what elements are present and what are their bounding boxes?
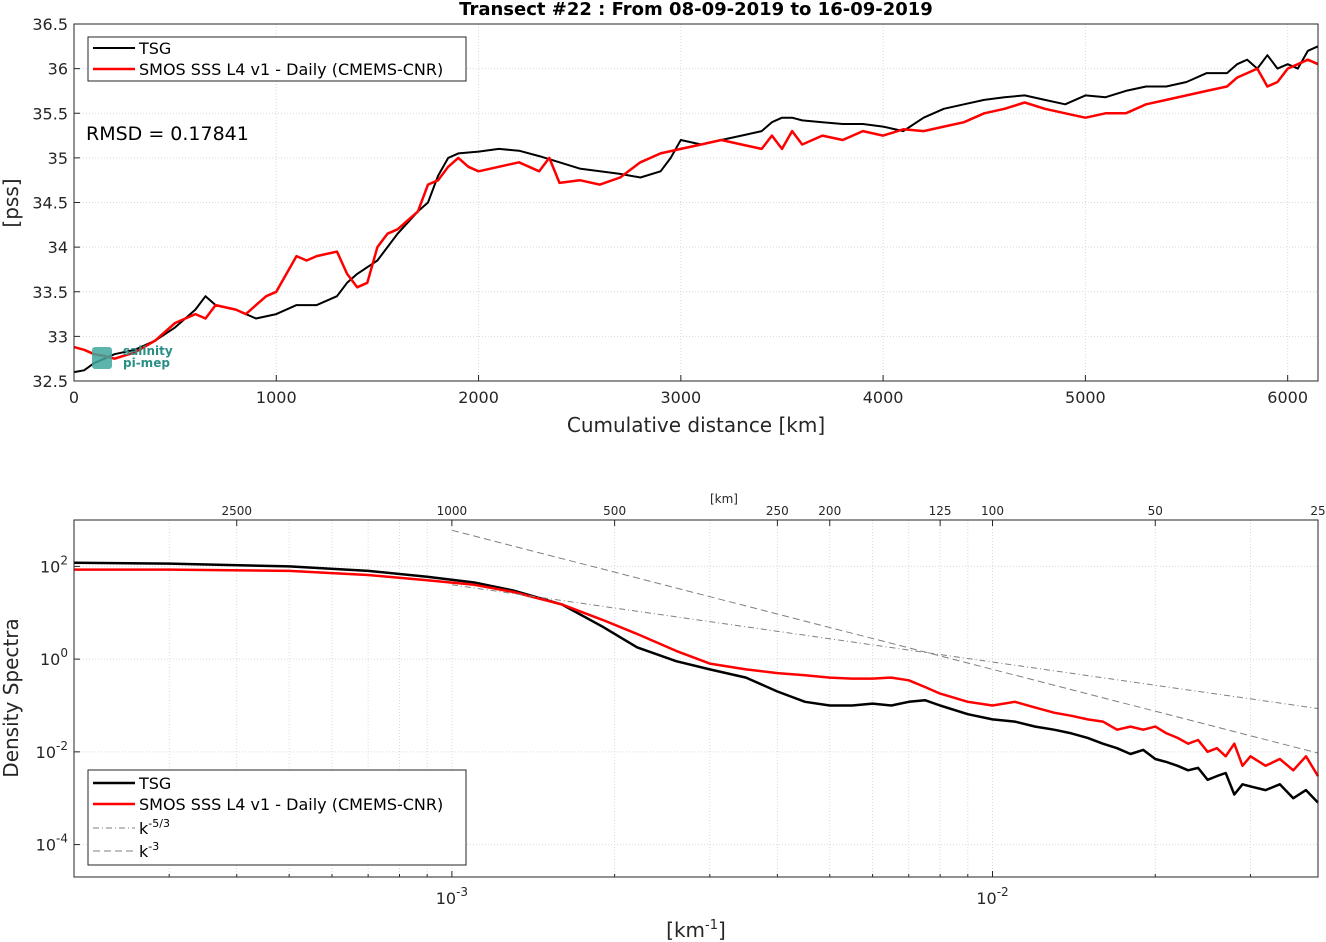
top-ytick-label: 36 xyxy=(48,60,68,79)
bottom-xlabel-end: ] xyxy=(718,918,726,942)
top-legend-label-tsg: TSG xyxy=(138,39,171,58)
bottom-xtick-exp: -3 xyxy=(456,885,468,899)
bottom-ytick-exp: -2 xyxy=(56,739,68,753)
bottom-ytick-label: 102 xyxy=(40,553,68,576)
top-xtick-label: 0 xyxy=(69,388,79,407)
bottom-xtick-label: 10-2 xyxy=(976,885,1008,908)
bottom-ytick-label: 10-4 xyxy=(36,832,68,855)
top-chart: Transect #22 : From 08-09-2019 to 16-09-… xyxy=(0,0,1319,437)
bottom-ytick-exp: 0 xyxy=(60,646,68,660)
top-ytick-label: 32.5 xyxy=(32,372,68,391)
bottom-legend-k3-base: k xyxy=(139,842,149,861)
top-legend-label-smos: SMOS SSS L4 v1 - Daily (CMEMS-CNR) xyxy=(139,60,443,79)
bottom-ytick-label: 100 xyxy=(40,646,68,669)
bottom-top-tick-label: 250 xyxy=(766,504,789,518)
bottom-top-tick-label: 200 xyxy=(818,504,841,518)
bottom-ytick-label: 10-2 xyxy=(36,739,68,762)
bottom-ytick-base: 10 xyxy=(36,743,56,762)
bottom-ytick-base: 10 xyxy=(40,650,60,669)
top-ytick-label: 33.5 xyxy=(32,283,68,302)
bottom-legend-k53-sup: -5/3 xyxy=(148,817,170,830)
bottom-legend-label-smos: SMOS SSS L4 v1 - Daily (CMEMS-CNR) xyxy=(139,795,443,814)
top-series-line-smos xyxy=(73,58,1319,360)
bottom-xtick-base: 10 xyxy=(976,889,996,908)
bottom-legend-label-k53: k-5/3 xyxy=(139,817,170,838)
bottom-series-line-tsg xyxy=(73,561,1319,804)
logo-text-1: salinity xyxy=(123,344,173,358)
bottom-legend-label-k3: k-3 xyxy=(139,840,159,861)
bottom-legend-k3-sup: -3 xyxy=(148,840,159,853)
bottom-series-line-k3 xyxy=(451,529,1319,754)
top-grid xyxy=(74,24,1318,381)
top-chart-title: Transect #22 : From 08-09-2019 to 16-09-… xyxy=(459,0,933,20)
bottom-top-tick-label: 2500 xyxy=(221,504,252,518)
bottom-ytick-exp: -4 xyxy=(56,832,68,846)
bottom-top-tick-label: 50 xyxy=(1148,504,1163,518)
bottom-xlabel-sup: -1 xyxy=(705,918,718,933)
top-xtick-label: 1000 xyxy=(256,388,297,407)
top-ylabel: [pss] xyxy=(0,178,23,227)
top-ytick-label: 33 xyxy=(48,327,68,346)
top-legend: TSG SMOS SSS L4 v1 - Daily (CMEMS-CNR) xyxy=(87,36,467,82)
bottom-xtick-base: 10 xyxy=(436,889,456,908)
top-xtick-label: 4000 xyxy=(863,388,904,407)
logo-text-2: pi-mep xyxy=(123,356,170,370)
bottom-top-tick-label: 125 xyxy=(929,504,952,518)
top-xtick-label: 5000 xyxy=(1065,388,1106,407)
top-xtick-label: 3000 xyxy=(660,388,701,407)
bottom-legend-label-tsg: TSG xyxy=(138,774,171,793)
top-ytick-label: 36.5 xyxy=(32,15,68,34)
bottom-xtick-label: 10-3 xyxy=(436,885,468,908)
bottom-legend: TSG SMOS SSS L4 v1 - Daily (CMEMS-CNR) k… xyxy=(87,769,467,866)
bottom-legend-k53-base: k xyxy=(139,819,149,838)
top-series xyxy=(73,45,1319,374)
top-axis-label: [km] xyxy=(710,492,738,506)
bottom-top-tick-label: 25 xyxy=(1310,504,1325,518)
bottom-ytick-base: 10 xyxy=(40,557,60,576)
rmsd-annotation: RMSD = 0.17841 xyxy=(86,123,249,145)
top-ytick-label: 35 xyxy=(48,149,68,168)
bottom-legend-box xyxy=(87,769,467,866)
bottom-ytick-base: 10 xyxy=(36,836,56,855)
bottom-xlabel: [km-1] xyxy=(666,918,726,942)
logo-icon xyxy=(92,347,112,369)
top-series-line-tsg xyxy=(73,45,1319,374)
bottom-top-tick-label: 1000 xyxy=(437,504,468,518)
top-xlabel: Cumulative distance [km] xyxy=(567,413,825,437)
bottom-xlabel-main: [km xyxy=(666,918,705,942)
bottom-series-line-k53 xyxy=(451,584,1319,709)
bottom-xtick-exp: -2 xyxy=(997,885,1009,899)
top-ytick-label: 34 xyxy=(48,238,68,257)
bottom-top-tick-label: 100 xyxy=(981,504,1004,518)
bottom-ylabel: Density Spectra xyxy=(0,618,23,777)
bottom-series xyxy=(73,529,1320,804)
bottom-ytick-exp: 2 xyxy=(60,553,68,567)
top-xtick-label: 6000 xyxy=(1267,388,1308,407)
top-ytick-label: 35.5 xyxy=(32,104,68,123)
top-ytick-label: 34.5 xyxy=(32,194,68,213)
bottom-series-line-smos xyxy=(74,568,1320,777)
bottom-top-tick-label: 500 xyxy=(603,504,626,518)
top-ticks: 0 1000 2000 3000 4000 5000 6000 32.5 33 33.5 34 34.… xyxy=(32,15,1308,407)
top-xtick-label: 2000 xyxy=(458,388,499,407)
top-legend-box xyxy=(87,36,467,82)
top-plot-frame xyxy=(73,23,1319,382)
bottom-plot-frame xyxy=(73,519,1319,878)
salinity-pi-mep-logo: salinity pi-mep xyxy=(92,344,173,370)
